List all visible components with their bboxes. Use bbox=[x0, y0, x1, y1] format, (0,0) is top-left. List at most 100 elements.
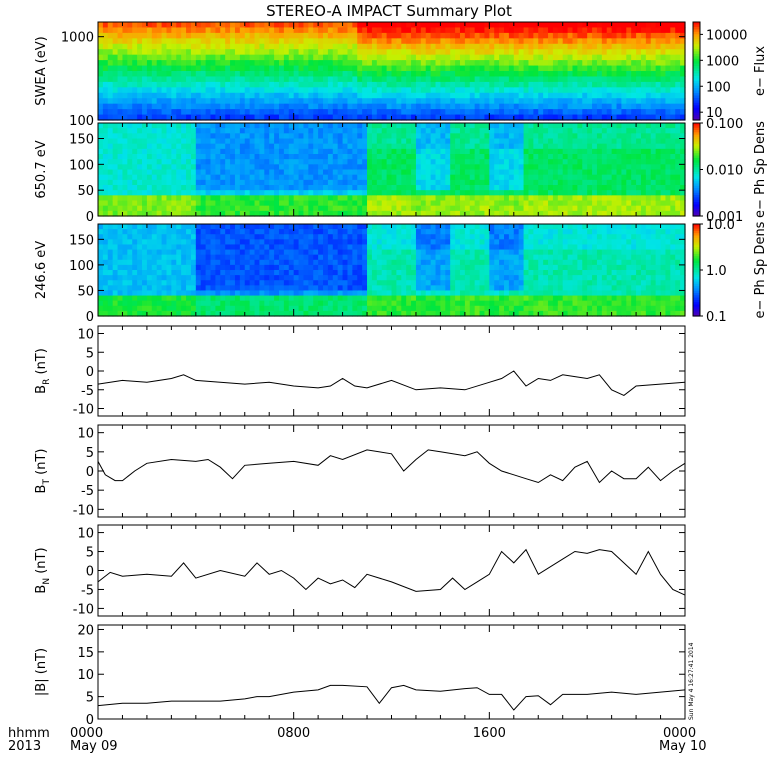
heatmap-cell bbox=[181, 295, 187, 302]
heatmap-cell bbox=[494, 195, 500, 202]
heatmap-cell bbox=[137, 300, 143, 307]
heatmap-cell bbox=[166, 195, 172, 202]
heatmap-cell bbox=[283, 22, 290, 29]
heatmap-cell bbox=[313, 143, 319, 150]
heatmap-cell bbox=[264, 43, 270, 50]
heatmap-cell bbox=[430, 60, 437, 67]
heatmap-cell bbox=[650, 210, 657, 217]
heatmap-cell bbox=[660, 174, 667, 181]
heatmap-cell bbox=[660, 195, 667, 202]
heatmap-cell bbox=[596, 205, 603, 212]
heatmap-cell bbox=[215, 22, 221, 29]
heatmap-cell bbox=[127, 285, 133, 292]
heatmap-cell bbox=[401, 169, 407, 176]
heatmap-cell bbox=[117, 310, 124, 317]
heatmap-cell bbox=[205, 259, 212, 266]
heatmap-cell bbox=[557, 179, 564, 186]
heatmap-cell bbox=[430, 81, 437, 88]
heatmap-cell bbox=[137, 114, 143, 121]
heatmap-cell bbox=[186, 148, 192, 155]
heatmap-cell bbox=[430, 98, 437, 105]
heatmap-cell bbox=[347, 148, 353, 155]
heatmap-cell bbox=[396, 210, 402, 217]
heatmap-cell bbox=[142, 76, 148, 83]
heatmap-cell bbox=[489, 114, 495, 121]
heatmap-cell bbox=[518, 81, 525, 88]
heatmap-cell bbox=[215, 81, 221, 88]
heatmap-cell bbox=[445, 71, 451, 78]
heatmap-cell bbox=[102, 295, 109, 302]
heatmap-cell bbox=[269, 148, 275, 155]
heatmap-cell bbox=[670, 65, 676, 72]
heatmap-cell bbox=[205, 174, 212, 181]
heatmap-cell bbox=[601, 27, 608, 34]
heatmap-cell bbox=[469, 81, 476, 88]
heatmap-cell bbox=[450, 49, 456, 56]
heatmap-cell bbox=[640, 22, 647, 29]
heatmap-cell bbox=[122, 234, 128, 240]
heatmap-cell bbox=[455, 103, 461, 110]
heatmap-cell bbox=[645, 22, 652, 29]
heatmap-cell bbox=[371, 27, 378, 34]
heatmap-cell bbox=[181, 229, 187, 235]
heatmap-cell bbox=[611, 128, 618, 134]
heatmap-cell bbox=[621, 174, 627, 181]
heatmap-cell bbox=[626, 54, 632, 61]
heatmap-cell bbox=[665, 154, 671, 160]
heatmap-cell bbox=[210, 43, 216, 50]
heatmap-cell bbox=[230, 38, 236, 45]
heatmap-cell bbox=[508, 195, 515, 202]
heatmap-cell bbox=[176, 310, 182, 317]
heatmap-cell bbox=[675, 185, 681, 191]
heatmap-cell bbox=[513, 92, 520, 99]
heatmap-cell bbox=[244, 92, 251, 99]
heatmap-cell bbox=[484, 32, 490, 39]
heatmap-cell bbox=[660, 81, 667, 88]
heatmap-cell bbox=[675, 205, 681, 212]
heatmap-cell bbox=[176, 164, 182, 171]
heatmap-cell bbox=[557, 76, 564, 83]
heatmap-cell bbox=[396, 190, 402, 196]
heatmap-cell bbox=[293, 164, 300, 171]
heatmap-cell bbox=[401, 195, 407, 202]
heatmap-cell bbox=[298, 128, 305, 134]
heatmap-cell bbox=[489, 92, 495, 99]
heatmap-cell bbox=[474, 154, 481, 160]
heatmap-cell bbox=[601, 65, 608, 72]
heatmap-cell bbox=[606, 169, 613, 176]
heatmap-cell bbox=[420, 98, 427, 105]
heatmap-cell bbox=[562, 49, 569, 56]
heatmap-cell bbox=[362, 60, 368, 67]
heatmap-cell bbox=[533, 114, 539, 121]
heatmap-cell bbox=[376, 43, 383, 50]
heatmap-cell bbox=[508, 43, 515, 50]
heatmap-cell bbox=[660, 22, 667, 29]
heatmap-cell bbox=[464, 32, 471, 39]
heatmap-cell bbox=[596, 164, 603, 171]
heatmap-cell bbox=[499, 54, 505, 61]
heatmap-cell bbox=[166, 259, 172, 266]
heatmap-cell bbox=[616, 205, 623, 212]
heatmap-cell bbox=[665, 32, 671, 39]
heatmap-cell bbox=[616, 200, 623, 207]
heatmap-cell bbox=[186, 123, 192, 129]
heatmap-cell bbox=[626, 210, 632, 217]
heatmap-cell bbox=[650, 133, 657, 140]
heatmap-cell bbox=[181, 264, 187, 271]
heatmap-cell bbox=[117, 164, 124, 171]
heatmap-cell bbox=[660, 154, 667, 160]
heatmap-cell bbox=[117, 190, 124, 196]
heatmap-cell bbox=[98, 305, 104, 312]
heatmap-cell bbox=[459, 65, 466, 72]
heatmap-cell bbox=[117, 81, 124, 88]
heatmap-cell bbox=[205, 27, 212, 34]
heatmap-cell bbox=[445, 210, 451, 217]
heatmap-cell bbox=[518, 148, 525, 155]
heatmap-cell bbox=[357, 195, 363, 202]
heatmap-cell bbox=[239, 143, 246, 150]
heatmap-cell bbox=[675, 154, 681, 160]
heatmap-cell bbox=[332, 103, 339, 110]
heatmap-cell bbox=[142, 290, 148, 297]
heatmap-cell bbox=[142, 249, 148, 256]
heatmap-cell bbox=[112, 49, 119, 56]
